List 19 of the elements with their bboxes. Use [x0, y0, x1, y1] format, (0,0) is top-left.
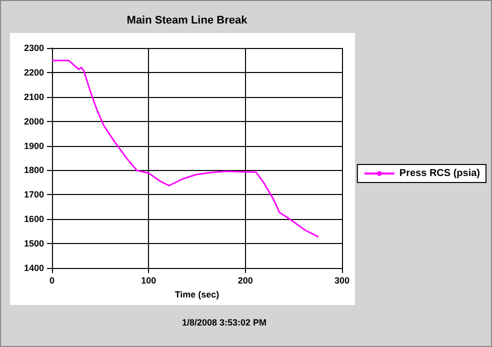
- y-tick-label: 1900: [24, 140, 44, 151]
- x-axis-title: Time (sec): [174, 289, 220, 300]
- y-tick-label: 2100: [24, 92, 44, 102]
- legend-label: Press RCS (psia): [399, 168, 480, 179]
- y-tick-label: 1700: [24, 190, 44, 200]
- y-tick-label: 2300: [24, 43, 44, 53]
- y-tick-label: 1500: [24, 238, 44, 249]
- x-tick-label: 300: [334, 276, 350, 286]
- x-tick-label: 200: [238, 276, 253, 286]
- y-tick-label: 1600: [24, 214, 44, 224]
- y-tick-label: 2200: [24, 67, 44, 78]
- x-tick-label: 100: [141, 276, 156, 286]
- line-series: [51, 60, 320, 238]
- y-tick-label: 1800: [24, 165, 44, 176]
- y-tick-label: 1400: [24, 263, 44, 273]
- chart-title: Main Steam Line Break: [126, 14, 248, 26]
- y-tick-label: 2000: [24, 116, 44, 126]
- x-tick-label: 0: [49, 276, 55, 286]
- text: 1/8/2008 3:53:02 PM: [182, 318, 267, 328]
